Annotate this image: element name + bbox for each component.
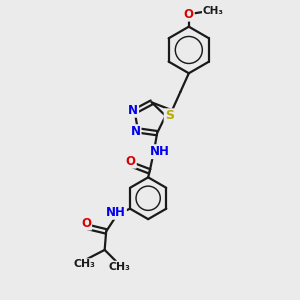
- Text: O: O: [184, 8, 194, 21]
- Text: NH: NH: [106, 206, 126, 219]
- Text: CH₃: CH₃: [108, 262, 130, 272]
- Text: N: N: [128, 104, 138, 117]
- Text: S: S: [165, 109, 174, 122]
- Text: O: O: [126, 155, 136, 168]
- Text: N: N: [130, 125, 141, 138]
- Text: NH: NH: [150, 145, 169, 158]
- Text: O: O: [81, 217, 91, 230]
- Text: CH₃: CH₃: [203, 6, 224, 16]
- Text: CH₃: CH₃: [74, 259, 95, 269]
